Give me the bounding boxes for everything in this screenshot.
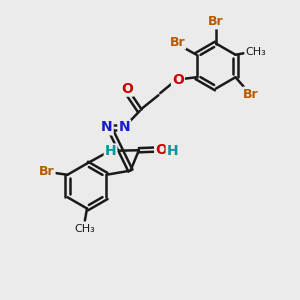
Text: H: H	[105, 145, 116, 158]
Text: Br: Br	[243, 88, 259, 100]
Text: N: N	[118, 120, 130, 134]
Text: O: O	[172, 73, 184, 87]
Text: Br: Br	[169, 36, 185, 49]
Text: CH₃: CH₃	[245, 47, 266, 57]
Text: Br: Br	[39, 165, 55, 178]
Text: O: O	[121, 82, 133, 96]
Text: N: N	[101, 120, 112, 134]
Text: CH₃: CH₃	[74, 224, 95, 235]
Text: O: O	[155, 142, 167, 157]
Text: H: H	[167, 144, 178, 158]
Text: Br: Br	[208, 15, 224, 28]
